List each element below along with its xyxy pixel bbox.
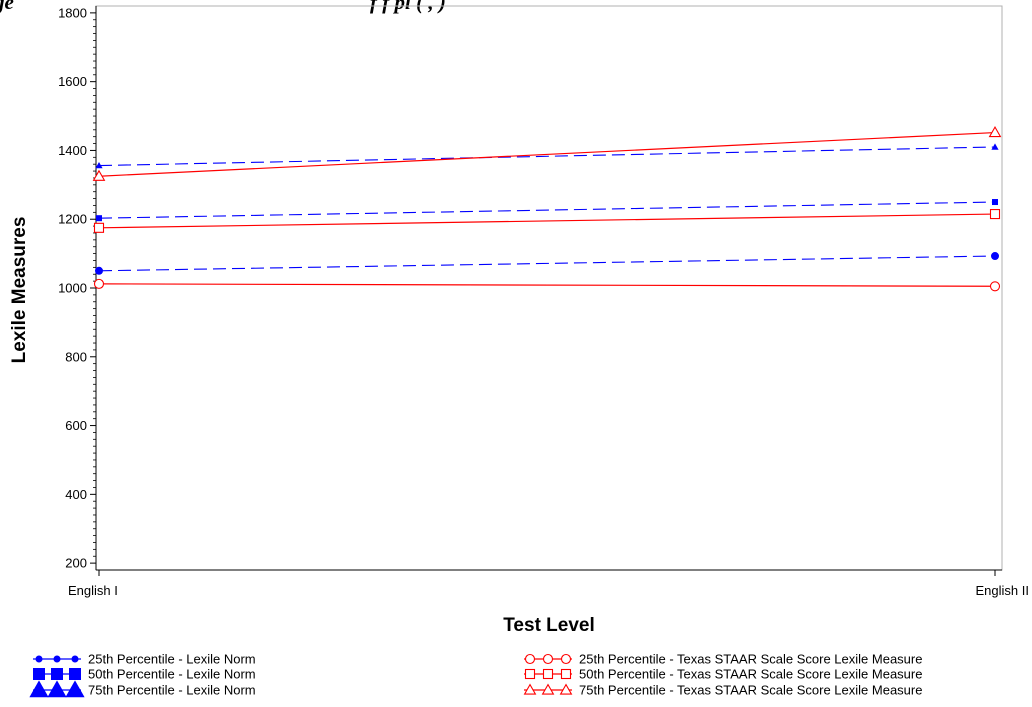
y-tick-label: 1800 xyxy=(58,5,87,20)
series-line xyxy=(98,146,996,167)
y-axis: 200 400 600 800 1000 1200 1400 1600 1800 xyxy=(58,5,97,571)
legend-marker xyxy=(71,655,79,663)
legend-item-3: 75th Percentile - Lexile Norm xyxy=(29,680,256,698)
legend-label: 75th Percentile - Texas STAAR Scale Scor… xyxy=(579,683,922,698)
data-point-marker xyxy=(93,278,105,289)
series-4 xyxy=(93,278,1001,292)
legend-marker xyxy=(542,653,554,665)
legend-marker xyxy=(524,653,536,665)
series-2 xyxy=(96,199,998,222)
data-point-marker xyxy=(991,143,999,150)
y-tick-label: 1000 xyxy=(58,281,87,296)
data-point-marker xyxy=(95,266,103,275)
series-1 xyxy=(95,252,999,275)
legend-marker xyxy=(35,655,43,663)
plot-area-frame xyxy=(95,5,1003,571)
x-axis-title: Test Level xyxy=(503,615,595,636)
legend-marker xyxy=(560,668,572,680)
legend-marker xyxy=(51,668,63,680)
data-point-marker xyxy=(96,215,102,222)
data-point-marker xyxy=(988,126,1002,138)
series-line xyxy=(98,131,996,177)
series-5 xyxy=(93,209,1001,233)
series-line xyxy=(98,201,996,219)
x-tick-label: English II xyxy=(976,583,1029,598)
cut-off-title-fragment-2: f f pl ( , ) xyxy=(370,0,446,14)
series-3 xyxy=(95,143,999,169)
legend-marker xyxy=(560,653,572,665)
data-point-marker xyxy=(989,281,1001,292)
legend-item-2: 50th Percentile - Lexile Norm xyxy=(33,667,256,682)
legend-label: 50th Percentile - Texas STAAR Scale Scor… xyxy=(579,667,922,682)
legend-marker xyxy=(33,668,45,680)
legend-item-5: 50th Percentile - Texas STAAR Scale Scor… xyxy=(524,667,922,682)
legend-marker xyxy=(559,683,573,695)
legend-label: 25th Percentile - Texas STAAR Scale Scor… xyxy=(579,652,922,667)
legend-marker xyxy=(69,668,81,680)
y-tick-label: 1600 xyxy=(58,74,87,89)
legend-item-1: 25th Percentile - Lexile Norm xyxy=(33,652,256,667)
legend-item-6: 75th Percentile - Texas STAAR Scale Scor… xyxy=(523,683,922,698)
y-tick-label: 200 xyxy=(65,556,87,571)
series-6 xyxy=(92,126,1002,181)
series-line xyxy=(98,213,996,229)
y-tick-label: 1200 xyxy=(58,212,87,227)
series-line xyxy=(98,255,996,272)
y-tick-label: 400 xyxy=(65,487,87,502)
legend-label: 50th Percentile - Lexile Norm xyxy=(88,667,256,682)
x-axis: English I English II xyxy=(68,569,1029,598)
y-tick-label: 800 xyxy=(65,349,87,364)
data-point-marker xyxy=(991,252,999,261)
data-point-marker xyxy=(93,222,105,233)
data-point-marker xyxy=(989,209,1001,220)
legend-marker xyxy=(53,655,61,663)
legend-marker xyxy=(65,680,85,698)
legend-marker xyxy=(524,668,536,680)
legend-label: 75th Percentile - Lexile Norm xyxy=(88,683,256,698)
data-point-marker xyxy=(992,199,998,206)
legend-marker xyxy=(29,680,49,698)
cut-off-title-fragment: ge xyxy=(0,0,14,14)
legend-marker xyxy=(541,683,555,695)
y-axis-title: Lexile Measures xyxy=(9,217,30,364)
data-point-marker xyxy=(95,161,103,169)
legend-marker xyxy=(542,668,554,680)
title-layer: ge f f pl ( , ) xyxy=(0,0,446,14)
series-layer xyxy=(92,126,1002,292)
data-point-marker xyxy=(92,169,106,181)
y-tick-label: 600 xyxy=(65,418,87,433)
x-tick-label: English I xyxy=(68,583,118,598)
legend-item-4: 25th Percentile - Texas STAAR Scale Scor… xyxy=(524,652,922,667)
legend-marker xyxy=(523,683,537,695)
series-line xyxy=(98,283,996,287)
legend-marker xyxy=(47,680,67,698)
legend-label: 25th Percentile - Lexile Norm xyxy=(88,652,256,667)
y-tick-label: 1400 xyxy=(58,143,87,158)
